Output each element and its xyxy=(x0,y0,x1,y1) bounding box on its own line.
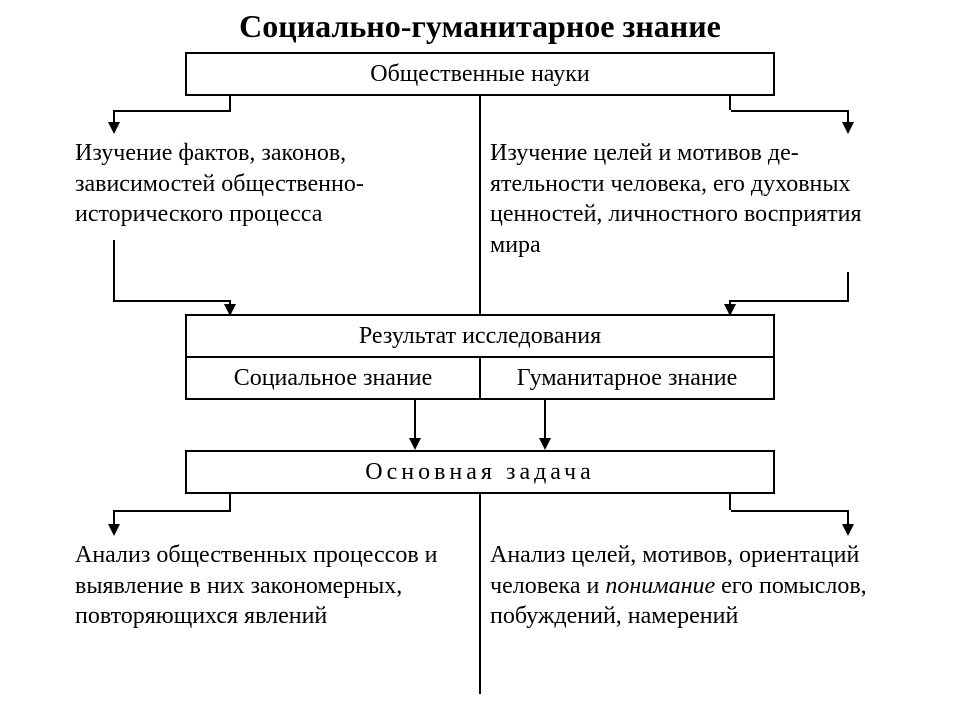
box-result: Результат исследования xyxy=(185,314,775,358)
arrow-icon xyxy=(842,524,854,536)
connector xyxy=(729,96,731,110)
arrow-icon xyxy=(108,122,120,134)
connector xyxy=(544,400,546,440)
connector xyxy=(731,300,849,302)
connector xyxy=(229,494,231,510)
arrow-icon xyxy=(539,438,551,450)
connector xyxy=(731,510,849,512)
connector xyxy=(113,300,231,302)
connector xyxy=(729,494,731,510)
box-result-label: Результат исследования xyxy=(351,319,609,354)
text-analysis-goals: Анализ целей, мотивов, ориен­таций челов… xyxy=(490,540,900,632)
box-main-task: Основная задача xyxy=(185,450,775,494)
connector xyxy=(414,400,416,440)
divider-bottom-center xyxy=(479,494,481,694)
connector xyxy=(113,110,231,112)
box-social-sciences-label: Общественные науки xyxy=(362,57,598,92)
text-analysis-processes: Анализ общественных про­цессов и выявлен… xyxy=(75,540,475,632)
divider-top-center xyxy=(479,96,481,314)
text-study-goals: Изучение целей и мотивов де­ятельности ч… xyxy=(490,138,900,261)
connector xyxy=(731,110,849,112)
connector xyxy=(113,510,231,512)
box-social-knowledge: Социальное знание xyxy=(185,356,481,400)
box-human-knowledge: Гуманитарное знание xyxy=(479,356,775,400)
connector xyxy=(229,96,231,110)
connector xyxy=(113,240,115,300)
arrow-icon xyxy=(108,524,120,536)
box-social-knowledge-label: Социальное знание xyxy=(226,361,441,396)
box-human-knowledge-label: Гуманитарное знание xyxy=(509,361,746,396)
page-title: Социально-гуманитарное знание xyxy=(0,8,960,45)
text-study-facts: Изучение фактов, законов, зависимостей о… xyxy=(75,138,475,230)
arrow-icon xyxy=(842,122,854,134)
connector xyxy=(847,272,849,300)
text-part-italic: понимание xyxy=(605,573,715,599)
box-social-sciences: Общественные науки xyxy=(185,52,775,96)
box-main-task-label: Основная задача xyxy=(357,455,602,490)
arrow-icon xyxy=(409,438,421,450)
